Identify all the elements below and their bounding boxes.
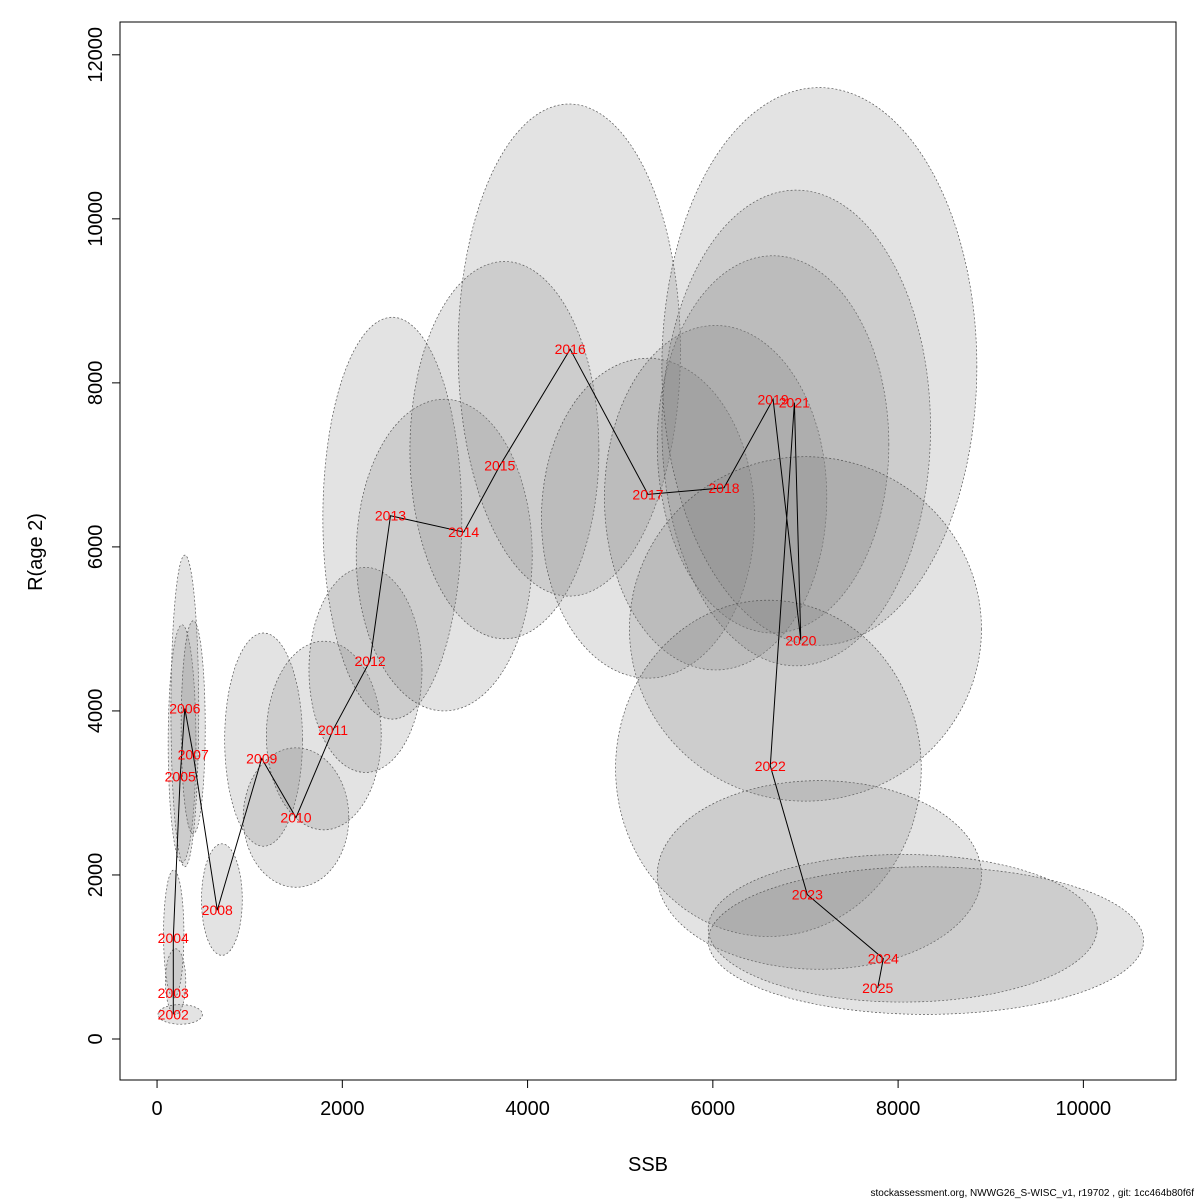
confidence-region-2021 (661, 87, 978, 646)
confidence-region-2023 (615, 599, 922, 937)
confidence-region-2003 (165, 948, 187, 1015)
x-tick-label: 0 (151, 1098, 162, 1120)
year-label-2009: 2009 (246, 750, 277, 766)
year-label-2002: 2002 (158, 1006, 189, 1022)
y-axis: 0 2000 4000 6000 8000 10000 12000 (85, 27, 121, 1045)
x-tick-label: 8000 (876, 1098, 921, 1120)
year-label-2003: 2003 (158, 985, 189, 1001)
x-tick-label: 2000 (320, 1098, 365, 1120)
x-tick-label: 6000 (691, 1098, 736, 1120)
confidence-region-2024 (656, 780, 982, 970)
year-label-2017: 2017 (632, 486, 663, 502)
year-label-2006: 2006 (169, 700, 200, 716)
x-axis: 0 2000 4000 6000 8000 10000 (151, 1079, 1112, 1120)
confidence-region-2022 (629, 456, 982, 802)
year-label-2021: 2021 (779, 395, 810, 411)
year-label-2005: 2005 (165, 769, 196, 785)
year-labels: 2002 2003 2004 2005 2006 2007 2008 2009 2010 2011… (158, 341, 899, 1022)
x-tick-label: 4000 (505, 1098, 550, 1120)
confidence-region-2008 (201, 843, 243, 956)
year-label-2008: 2008 (202, 902, 233, 918)
year-label-2022: 2022 (755, 758, 786, 774)
confidence-region-2009 (224, 632, 303, 847)
footer-credit: stockassessment.org, NWWG26_S-WISC_v1, r… (871, 1188, 1195, 1199)
confidence-region-2017 (541, 357, 755, 679)
year-label-2018: 2018 (708, 480, 739, 496)
year-label-2023: 2023 (792, 887, 823, 903)
y-tick-label: 0 (85, 1033, 107, 1044)
year-label-2024: 2024 (868, 951, 899, 967)
year-label-2019: 2019 (757, 391, 788, 407)
year-label-2013: 2013 (375, 508, 406, 524)
confidence-region-2019 (656, 255, 890, 634)
year-label-2014: 2014 (448, 524, 479, 540)
confidence-region-2013 (322, 316, 463, 720)
y-tick-label: 4000 (85, 689, 107, 734)
year-label-2010: 2010 (280, 810, 311, 826)
y-tick-label: 10000 (85, 191, 107, 247)
y-axis-title: R(age 2) (25, 513, 47, 591)
year-label-2025: 2025 (862, 980, 893, 996)
confidence-region-2020 (661, 189, 931, 667)
confidence-region-2011 (266, 640, 382, 831)
y-tick-label: 2000 (85, 853, 107, 898)
confidence-region-2014 (355, 398, 533, 712)
confidence-region-2002 (157, 1004, 203, 1025)
confidence-regions (157, 87, 1144, 1025)
y-tick-label: 6000 (85, 525, 107, 570)
year-label-2012: 2012 (355, 653, 386, 669)
year-label-2020: 2020 (785, 632, 816, 648)
year-label-2004: 2004 (158, 930, 189, 946)
confidence-region-2018 (604, 325, 828, 671)
year-label-2015: 2015 (484, 458, 515, 474)
y-tick-label: 8000 (85, 361, 107, 406)
year-label-2007: 2007 (178, 746, 209, 762)
ssb-recruitment-trajectory-line (172, 348, 884, 1015)
confidence-region-2025b (707, 866, 1144, 1015)
confidence-region-2025 (707, 854, 1098, 1003)
confidence-region-2015 (409, 261, 600, 640)
x-axis-title: SSB (628, 1154, 668, 1176)
confidence-region-2007 (180, 620, 206, 835)
x-tick-label: 10000 (1056, 1098, 1112, 1120)
year-label-2011: 2011 (318, 722, 348, 738)
year-label-2016: 2016 (555, 341, 586, 357)
y-tick-label: 12000 (85, 27, 107, 83)
